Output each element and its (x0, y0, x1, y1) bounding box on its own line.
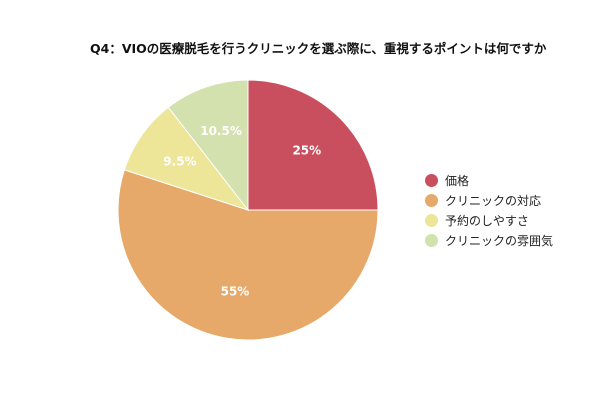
pie-slice-clinic-atmosphere[interactable] (167, 79, 249, 212)
slice-label-ease-of-booking: 9.5% (163, 155, 196, 169)
legend-swatch-clinic-response (425, 193, 438, 207)
slice-label-clinic-atmosphere: 10.5% (200, 124, 242, 138)
legend-item-price[interactable]: 価格 (425, 170, 553, 190)
chart-legend: 価格 クリニックの対応 予約のしやすさ クリニックの雰囲気 (425, 170, 553, 250)
legend-label-clinic-response: クリニックの対応 (445, 193, 542, 208)
pie-slices (117, 79, 379, 341)
slice-label-clinic-response: 55% (221, 285, 250, 299)
pie-slice-clinic-response[interactable] (117, 169, 379, 341)
legend-label-clinic-atmosphere: クリニックの雰囲気 (445, 233, 554, 248)
legend-swatch-clinic-atmosphere (425, 233, 438, 247)
legend-item-ease-of-booking[interactable]: 予約のしやすさ (425, 210, 553, 230)
legend-swatch-ease-of-booking (425, 213, 438, 227)
slice-label-price: 25% (292, 144, 321, 158)
chart-title: Q4：VIOの医療脱毛を行うクリニックを選ぶ際に、重視するポイントは何ですか (90, 41, 547, 56)
legend-swatch-price (425, 173, 438, 187)
pie-slice-price[interactable] (247, 79, 379, 211)
pie-slice-labels: 25% 55% 9.5% 10.5% (163, 124, 321, 299)
pie-slice-ease-of-booking[interactable] (123, 106, 250, 211)
legend-item-clinic-atmosphere[interactable]: クリニックの雰囲気 (425, 230, 553, 250)
legend-label-ease-of-booking: 予約のしやすさ (445, 213, 529, 228)
legend-label-price: 価格 (445, 173, 470, 188)
legend-item-clinic-response[interactable]: クリニックの対応 (425, 190, 553, 210)
